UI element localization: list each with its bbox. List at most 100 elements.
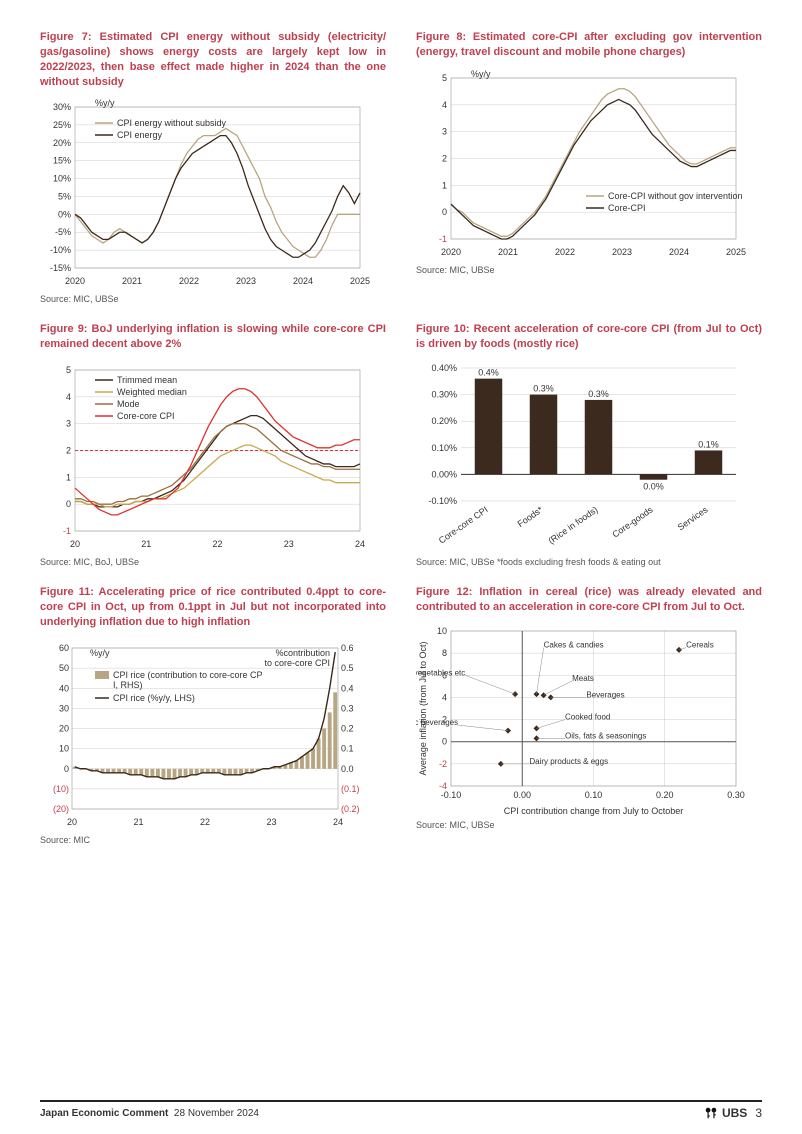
svg-text:Core-core CPI: Core-core CPI <box>437 505 490 546</box>
svg-text:5: 5 <box>66 365 71 375</box>
svg-text:I, RHS): I, RHS) <box>113 680 143 690</box>
figure-12: Figure 12: Inflation in cereal (rice) wa… <box>416 585 762 845</box>
svg-text:0: 0 <box>442 736 447 746</box>
figure-row-3: Figure 11: Accelerating price of rice co… <box>40 585 762 845</box>
figure-9-source: Source: MIC, BoJ, UBSe <box>40 557 386 567</box>
svg-text:%y/y: %y/y <box>90 648 110 658</box>
svg-text:0.10%: 0.10% <box>431 443 457 453</box>
figure-8-source: Source: MIC, UBSe <box>416 265 762 275</box>
svg-text:10: 10 <box>59 743 69 753</box>
svg-text:23: 23 <box>266 817 276 827</box>
figure-12-title: Figure 12: Inflation in cereal (rice) wa… <box>416 585 762 615</box>
svg-text:0.40%: 0.40% <box>431 363 457 373</box>
figure-11: Figure 11: Accelerating price of rice co… <box>40 585 386 845</box>
svg-text:Cakes & candies: Cakes & candies <box>544 640 604 649</box>
svg-text:0: 0 <box>64 763 69 773</box>
svg-text:3: 3 <box>66 419 71 429</box>
svg-text:22: 22 <box>200 817 210 827</box>
svg-text:20: 20 <box>67 817 77 827</box>
svg-text:2022: 2022 <box>179 276 199 286</box>
svg-text:21: 21 <box>141 539 151 549</box>
svg-text:Core-CPI without gov intervent: Core-CPI without gov intervention <box>608 191 743 201</box>
figure-11-title: Figure 11: Accelerating price of rice co… <box>40 585 386 630</box>
svg-text:CPI rice (%y/y, LHS): CPI rice (%y/y, LHS) <box>113 693 195 703</box>
svg-text:2022: 2022 <box>555 247 575 257</box>
figure-7-title: Figure 7: Estimated CPI energy without s… <box>40 30 386 89</box>
svg-text:2: 2 <box>66 446 71 456</box>
svg-text:20%: 20% <box>53 138 71 148</box>
svg-text:2023: 2023 <box>236 276 256 286</box>
page-footer: Japan Economic Comment 28 November 2024 … <box>40 1100 762 1120</box>
svg-text:50: 50 <box>59 663 69 673</box>
svg-text:21: 21 <box>133 817 143 827</box>
figure-12-chart: -4-20246810-0.100.000.100.200.30CPI cont… <box>416 621 762 816</box>
footer-date: 28 November 2024 <box>171 1108 259 1119</box>
svg-text:0.20%: 0.20% <box>431 416 457 426</box>
figure-10-chart: -0.10%0.00%0.10%0.20%0.30%0.40%0.4%Core-… <box>416 358 762 553</box>
svg-text:2021: 2021 <box>122 276 142 286</box>
svg-text:(0.2): (0.2) <box>341 804 360 814</box>
svg-text:5: 5 <box>442 73 447 83</box>
svg-text:Cereals: Cereals <box>686 640 714 649</box>
svg-text:0.5: 0.5 <box>341 663 354 673</box>
svg-text:-0.10%: -0.10% <box>428 496 457 506</box>
svg-text:to core-core CPI: to core-core CPI <box>264 658 330 668</box>
svg-text:0.3%: 0.3% <box>533 384 554 394</box>
svg-text:0.1%: 0.1% <box>698 440 719 450</box>
figure-8-chart: -1012345202020212022202320242025%y/yCore… <box>416 66 762 261</box>
svg-text:4: 4 <box>66 392 71 402</box>
footer-left: Japan Economic Comment 28 November 2024 <box>40 1108 259 1119</box>
svg-text:0.1: 0.1 <box>341 743 354 753</box>
svg-text:Trimmed mean: Trimmed mean <box>117 375 177 385</box>
svg-text:0.4%: 0.4% <box>478 368 499 378</box>
svg-text:20: 20 <box>70 539 80 549</box>
figure-10-source: Source: MIC, UBSe *foods excluding fresh… <box>416 557 762 567</box>
svg-text:(10): (10) <box>53 783 69 793</box>
svg-text:10: 10 <box>437 626 447 636</box>
svg-text:(0.1): (0.1) <box>341 783 360 793</box>
svg-text:Core-CPI: Core-CPI <box>608 203 646 213</box>
svg-text:15%: 15% <box>53 156 71 166</box>
svg-text:2: 2 <box>442 153 447 163</box>
svg-text:-2: -2 <box>439 759 447 769</box>
svg-text:40: 40 <box>59 683 69 693</box>
svg-text:-1: -1 <box>439 234 447 244</box>
svg-text:-10%: -10% <box>50 245 71 255</box>
svg-text:1: 1 <box>66 472 71 482</box>
svg-text:Services: Services <box>676 504 710 532</box>
svg-text:%y/y: %y/y <box>95 98 115 108</box>
figure-8-title: Figure 8: Estimated core-CPI after exclu… <box>416 30 762 60</box>
svg-text:0.30%: 0.30% <box>431 390 457 400</box>
svg-text:2024: 2024 <box>293 276 313 286</box>
svg-text:0.10: 0.10 <box>585 790 603 800</box>
svg-text:2020: 2020 <box>65 276 85 286</box>
figure-11-chart: (20)(0.2)(10)(0.1)00.0100.1200.2300.3400… <box>40 636 386 831</box>
svg-text:4: 4 <box>442 100 447 110</box>
svg-text:Processed vegetables etc: Processed vegetables etc <box>416 668 465 677</box>
svg-text:0.00: 0.00 <box>513 790 531 800</box>
svg-text:0.30: 0.30 <box>727 790 745 800</box>
svg-text:8: 8 <box>442 648 447 658</box>
svg-text:60: 60 <box>59 643 69 653</box>
svg-text:0.6: 0.6 <box>341 643 354 653</box>
svg-text:-0.10: -0.10 <box>441 790 462 800</box>
figure-12-source: Source: MIC, UBSe <box>416 820 762 830</box>
svg-text:0.3: 0.3 <box>341 703 354 713</box>
figure-10: Figure 10: Recent acceleration of core-c… <box>416 322 762 567</box>
svg-text:2025: 2025 <box>350 276 370 286</box>
svg-text:0%: 0% <box>58 210 71 220</box>
svg-text:Core-core CPI: Core-core CPI <box>117 411 175 421</box>
svg-text:CPI contribution change from J: CPI contribution change from July to Oct… <box>504 806 684 816</box>
svg-text:2020: 2020 <box>441 247 461 257</box>
svg-text:%contribution: %contribution <box>275 648 330 658</box>
svg-text:0.0: 0.0 <box>341 763 354 773</box>
svg-text:4: 4 <box>442 692 447 702</box>
svg-text:Alcoholic beverages: Alcoholic beverages <box>416 718 458 727</box>
svg-text:24: 24 <box>333 817 343 827</box>
figure-row-1: Figure 7: Estimated CPI energy without s… <box>40 30 762 304</box>
figure-9-chart: -10123452021222324Trimmed meanWeighted m… <box>40 358 386 553</box>
svg-text:Meats: Meats <box>572 674 594 683</box>
svg-text:30%: 30% <box>53 102 71 112</box>
svg-text:0.20: 0.20 <box>656 790 674 800</box>
svg-text:CPI energy: CPI energy <box>117 130 163 140</box>
